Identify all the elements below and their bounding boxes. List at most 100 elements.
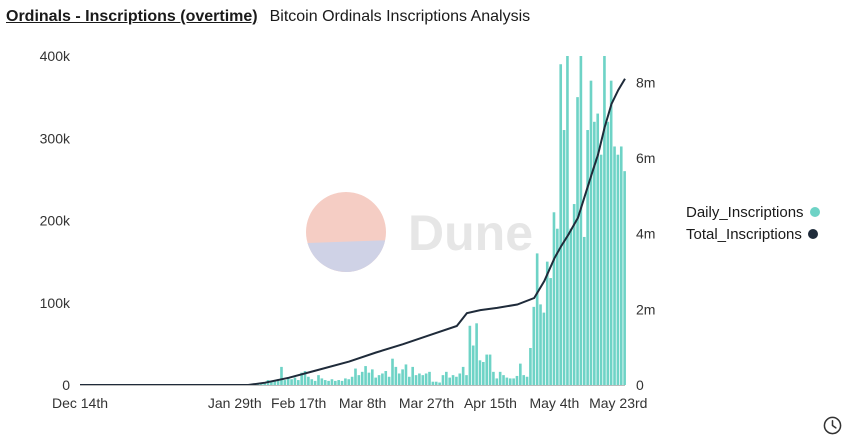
daily-bar [424, 373, 428, 385]
daily-bar [296, 380, 300, 385]
daily-bar [384, 371, 388, 385]
daily-bar [286, 378, 290, 385]
daily-bar [488, 354, 492, 385]
daily-bar [360, 371, 364, 385]
daily-bar [562, 130, 566, 385]
daily-bar [485, 354, 489, 385]
chart-header: Ordinals - Inscriptions (overtime) Bitco… [6, 8, 530, 32]
daily-bar [569, 228, 573, 385]
daily-bar [519, 363, 522, 385]
daily-bar [414, 375, 418, 385]
y-left-tick-label: 400k [40, 48, 71, 64]
daily-bar [350, 376, 354, 385]
daily-bar [579, 56, 583, 385]
daily-bar [505, 377, 509, 385]
watermark: Dune [306, 192, 533, 273]
daily-bar [364, 366, 367, 385]
daily-bar [313, 380, 317, 385]
daily-bar [552, 212, 556, 385]
x-tick-label: May 23rd [589, 395, 647, 411]
daily-bar [475, 323, 478, 385]
legend-dot-total-icon [807, 229, 818, 239]
daily-bar [441, 375, 445, 385]
daily-bar [539, 304, 542, 385]
y-left-tick-label: 100k [40, 295, 71, 311]
daily-bar [307, 376, 310, 385]
daily-bar [522, 375, 526, 385]
axes: 0 100k 200k 300k 400k 0 2m 4m 6m 8m Dec 14th Jan 29… [40, 48, 656, 411]
legend: Daily_Inscriptions Total_Inscriptions [686, 201, 820, 245]
daily-bar [549, 278, 552, 385]
daily-bar [374, 377, 377, 385]
daily-bar [589, 80, 593, 386]
daily-bar [347, 379, 351, 385]
daily-bar [310, 379, 314, 385]
daily-bar [330, 379, 334, 385]
daily-bar [401, 369, 404, 385]
y-left-tick-label: 300k [40, 130, 71, 146]
daily-bar [300, 372, 303, 385]
clock-icon[interactable] [823, 416, 842, 435]
daily-bar [471, 345, 475, 385]
daily-bar [323, 380, 327, 385]
daily-bar [276, 379, 280, 385]
daily-bar [391, 358, 394, 385]
daily-bar [397, 373, 401, 385]
x-tick-label: Mar 27th [399, 395, 454, 411]
chart-title[interactable]: Ordinals - Inscriptions (overtime) [6, 8, 258, 25]
daily-bar [461, 366, 465, 385]
y-right-tick-label: 6m [636, 150, 655, 166]
legend-item-total-inscriptions[interactable]: Total_Inscriptions [686, 223, 820, 245]
daily-bar [290, 379, 293, 385]
daily-bar [381, 373, 384, 385]
daily-bar [404, 364, 408, 385]
daily-bar [270, 381, 273, 385]
daily-bar [394, 366, 398, 385]
daily-bar [582, 236, 586, 385]
daily-bar [340, 380, 344, 385]
daily-bar [465, 375, 468, 385]
y-left-tick-label: 200k [40, 213, 71, 229]
y-right-tick-label: 0 [636, 377, 644, 393]
daily-bar [586, 130, 589, 385]
daily-bar [334, 380, 337, 385]
daily-bar [623, 171, 626, 385]
daily-bar [498, 371, 502, 385]
daily-bar [448, 377, 451, 385]
legend-label-total-inscriptions: Total_Inscriptions [686, 225, 802, 243]
daily-bar [434, 381, 438, 385]
daily-bar [572, 204, 576, 385]
legend-dot-daily-icon [809, 207, 820, 217]
legend-item-daily-inscriptions[interactable]: Daily_Inscriptions [686, 201, 820, 223]
daily-bar [606, 121, 610, 386]
daily-bar [613, 146, 616, 385]
daily-bar [515, 375, 519, 385]
daily-bar [411, 366, 414, 385]
x-tick-label: May 4th [529, 395, 579, 411]
daily-bar [303, 371, 307, 385]
daily-bar [525, 376, 529, 385]
daily-bar [293, 377, 297, 385]
daily-bar [418, 373, 421, 385]
daily-bar [619, 146, 623, 385]
daily-bar [593, 121, 596, 386]
daily-inscriptions-bars [246, 56, 626, 386]
daily-bar [495, 378, 499, 385]
daily-bar [273, 380, 277, 385]
daily-bar [354, 368, 357, 385]
daily-bar [532, 306, 536, 385]
daily-bar [468, 325, 472, 385]
daily-bar [512, 378, 515, 385]
x-tick-label: Jan 29th [208, 395, 262, 411]
daily-bar [559, 64, 563, 385]
daily-bar [596, 113, 600, 385]
daily-bar [492, 371, 495, 385]
x-tick-label: Feb 17th [271, 395, 326, 411]
daily-bar [609, 80, 613, 386]
daily-bar [408, 376, 411, 385]
y-left-tick-label: 0 [62, 377, 70, 393]
daily-bar [535, 253, 539, 385]
daily-bar [616, 154, 620, 385]
legend-label-daily-inscriptions: Daily_Inscriptions [686, 203, 804, 221]
